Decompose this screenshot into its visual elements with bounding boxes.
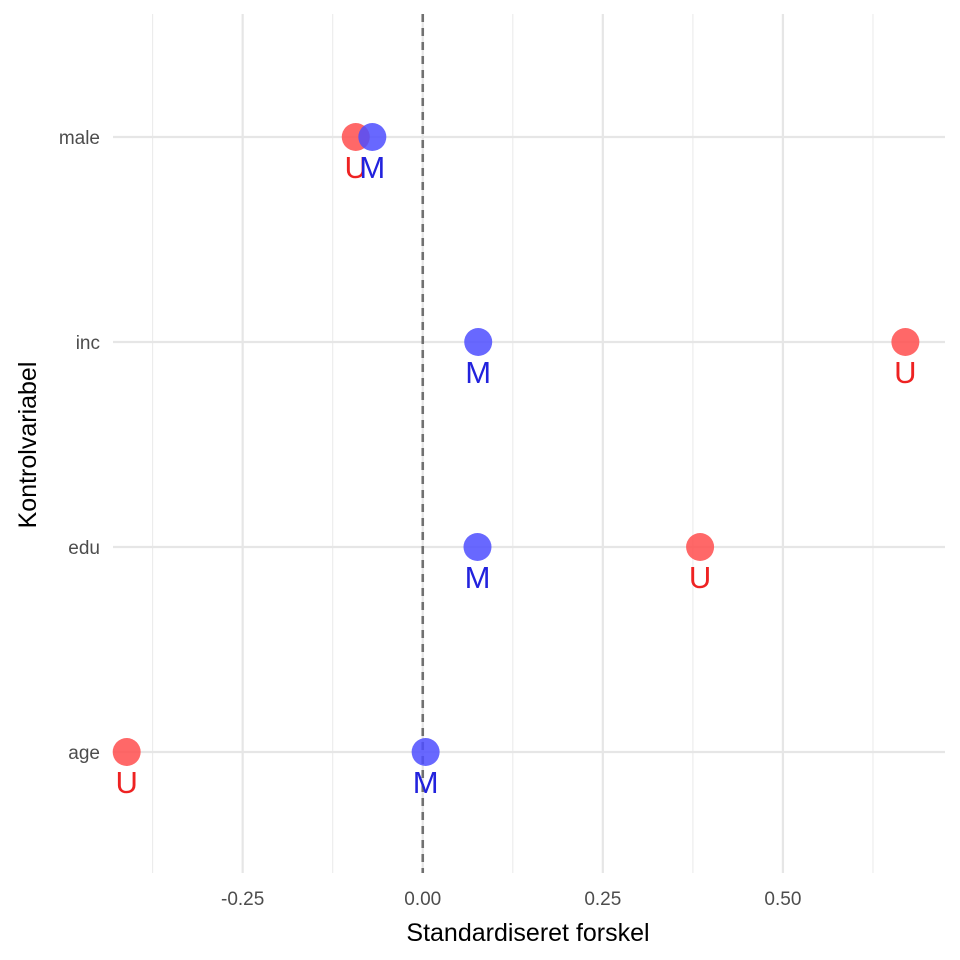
data-point-m-male (358, 123, 387, 151)
data-point-u-age (112, 738, 141, 766)
data-point-m-edu (463, 533, 492, 561)
data-point-u-edu (686, 533, 715, 561)
y-tick-labels: age edu inc male (59, 128, 100, 764)
x-axis-title: Standardiseret forskel (406, 919, 649, 947)
data-point-m-age (411, 738, 440, 766)
y-axis-title: Kontrolvariabel (14, 362, 42, 529)
point-label-u-edu: U (689, 560, 711, 595)
y-tick-label-edu: edu (68, 538, 100, 559)
x-tick-label: -0.25 (221, 889, 264, 910)
point-label-u-inc: U (894, 355, 916, 390)
point-label-u-age: U (115, 765, 137, 800)
data-point-m-inc (464, 328, 493, 356)
major-grid (113, 14, 945, 873)
point-label-m-age: M (413, 765, 439, 800)
data-points (112, 123, 920, 766)
y-tick-label-inc: inc (76, 333, 100, 354)
point-label-m-male: M (359, 150, 385, 185)
x-tick-label: 0.50 (764, 889, 801, 910)
y-tick-label-male: male (59, 128, 100, 149)
x-tick-label: 0.25 (584, 889, 621, 910)
data-point-u-inc (891, 328, 920, 356)
x-tick-labels: -0.25 0.00 0.25 0.50 (221, 889, 801, 910)
point-label-m-inc: M (465, 355, 491, 390)
point-label-m-edu: M (465, 560, 491, 595)
x-tick-label: 0.00 (404, 889, 441, 910)
point-label-u-male: U (345, 150, 367, 185)
y-tick-label-age: age (68, 743, 100, 764)
minor-grid (152, 14, 874, 873)
